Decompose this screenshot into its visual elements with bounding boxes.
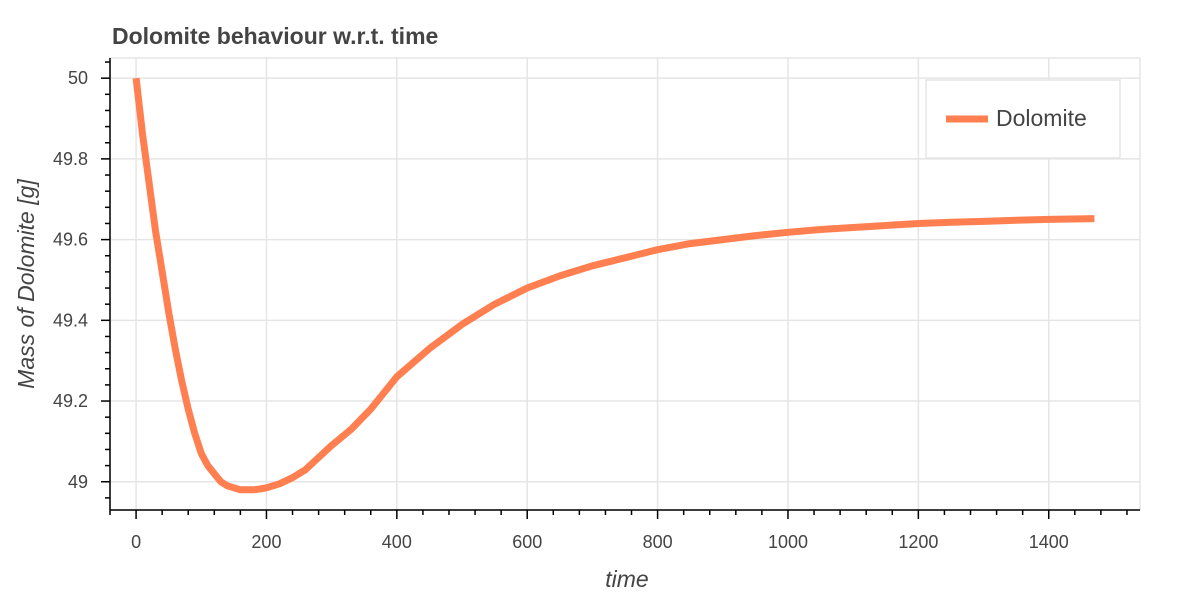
y-tick-label: 49.6 — [53, 230, 88, 250]
y-tick-label: 50 — [68, 68, 88, 88]
gridlines — [110, 58, 1140, 510]
x-tick-label: 800 — [643, 532, 673, 552]
y-tick-label: 49.8 — [53, 149, 88, 169]
x-tick-label: 1000 — [768, 532, 808, 552]
ticks: 0 200 400 600 800 1000 1200 1400 49 49.2 49.4 49.6 4… — [53, 61, 1128, 552]
legend: Dolomite — [925, 79, 1121, 159]
chart-title: Dolomite behaviour w.r.t. time — [112, 23, 438, 49]
y-tick-label: 49.2 — [53, 391, 88, 411]
y-tick-label: 49 — [68, 472, 88, 492]
legend-label-dolomite: Dolomite — [996, 105, 1087, 131]
x-tick-label: 1200 — [898, 532, 938, 552]
x-tick-label: 200 — [251, 532, 281, 552]
x-axis-label: time — [605, 566, 648, 592]
x-tick-label: 1400 — [1029, 532, 1069, 552]
x-tick-label: 0 — [131, 532, 141, 552]
series-line-dolomite — [132, 77, 1095, 494]
series-layer — [132, 77, 1095, 494]
axes — [109, 58, 1140, 511]
x-tick-label: 400 — [382, 532, 412, 552]
x-tick-label: 600 — [512, 532, 542, 552]
y-tick-label: 49.4 — [53, 310, 88, 330]
y-axis-label: Mass of Dolomite [g] — [13, 179, 39, 389]
